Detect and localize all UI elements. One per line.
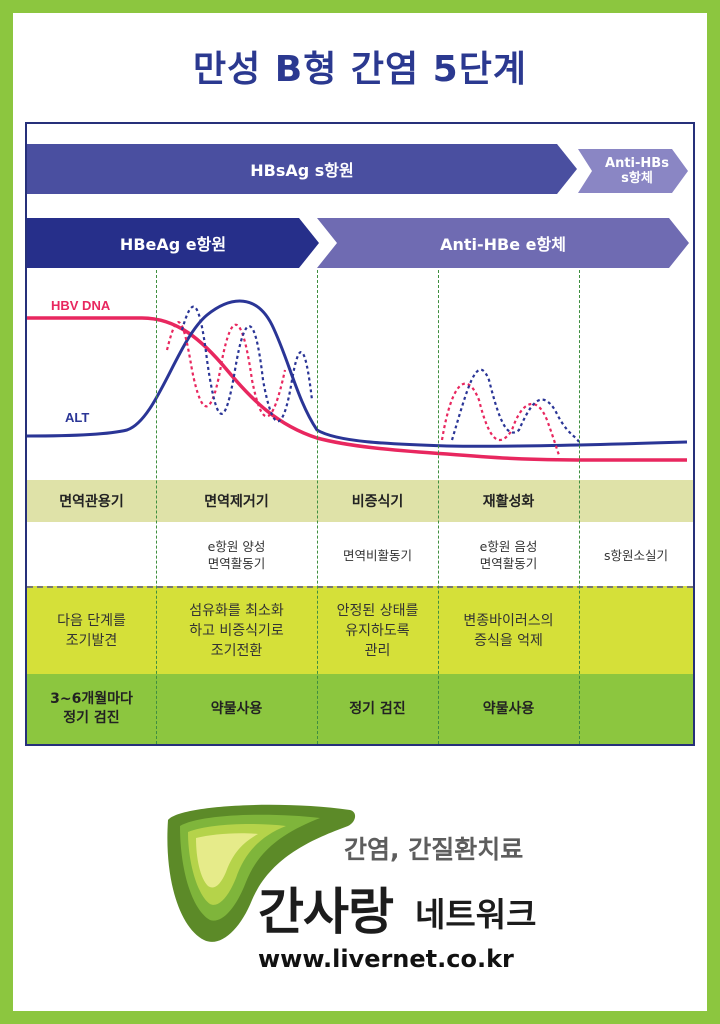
alt-flare-2 xyxy=(450,368,580,443)
description-2: e항원 양성 면역활동기 xyxy=(207,539,266,571)
description-row: e항원 양성 면역활동기 면역비활동기 e항원 음성 면역활동기 s항원소실기 xyxy=(27,526,693,584)
stage-divider xyxy=(317,270,318,744)
anti-hbe-label: Anti-HBe e항체 xyxy=(440,235,566,254)
stage-divider xyxy=(579,270,580,744)
hbv-dna-flare-2 xyxy=(440,382,561,456)
diagram-panel: HBsAg s항원 Anti-HBs s항체 HBeAg e항원 Anti-HBe… xyxy=(25,122,695,746)
brand-suffix: 네트워크 xyxy=(415,895,537,934)
stage-2: 면역제거기 xyxy=(204,494,269,510)
goal-4: 변종바이러스의 증식을 억제 xyxy=(463,613,554,649)
hbv-alt-chart: HBV DNA ALT xyxy=(27,298,688,462)
goal-1: 다음 단계를 조기발견 xyxy=(57,613,126,649)
page-title: 만성 B형 간염 5단계 xyxy=(193,49,527,90)
stage-divider xyxy=(438,270,439,744)
description-1 xyxy=(27,526,156,584)
hbsag-bar: HBsAg s항원 xyxy=(27,144,577,194)
brand-name: 간사랑 xyxy=(258,883,394,941)
alt-series-label: ALT xyxy=(65,410,89,425)
hbeag-label: HBeAg e항원 xyxy=(119,235,227,254)
website-link[interactable]: www.livernet.co.kr xyxy=(258,945,514,973)
action-1: 3~6개월마다 정기 검진 xyxy=(50,691,133,726)
liver-logo-icon xyxy=(160,800,360,954)
stage-5 xyxy=(579,480,693,522)
hbv-dna-line xyxy=(27,316,687,462)
goal-row: 다음 단계를 조기발견 섬유화를 최소화 하고 비증식기로 조기전환 안정된 상태를 유… xyxy=(27,586,693,676)
anti-hbs-bar: Anti-HBs s항체 xyxy=(578,149,688,193)
stage-4: 재활성화 xyxy=(482,494,535,510)
alt-flare-1 xyxy=(180,305,314,423)
stage-row: 면역관용기 면역제거기 비증식기 재활성화 xyxy=(27,480,693,522)
anti-hbs-label: Anti-HBs s항체 xyxy=(605,156,669,186)
alt-line xyxy=(27,299,688,448)
action-3: 정기 검진 xyxy=(349,700,406,717)
description-4: e항원 음성 면역활동기 xyxy=(479,539,538,571)
description-3: 면역비활동기 xyxy=(342,547,412,563)
goal-2: 섬유화를 최소화 하고 비증식기로 조기전환 xyxy=(189,603,284,659)
action-5 xyxy=(579,674,693,744)
stage-1: 면역관용기 xyxy=(59,494,124,510)
hbeag-bar: HBeAg e항원 xyxy=(27,218,319,268)
footer-tagline: 간염, 간질환치료 xyxy=(344,835,524,864)
stage-3: 비증식기 xyxy=(351,494,404,510)
hbsag-label: HBsAg s항원 xyxy=(250,161,354,180)
action-row: 3~6개월마다 정기 검진 약물사용 정기 검진 약물사용 xyxy=(27,674,693,744)
action-2: 약물사용 xyxy=(210,700,263,717)
stage-divider xyxy=(156,270,157,744)
description-5: s항원소실기 xyxy=(603,547,668,563)
goal-3: 안정된 상태를 유지하도록 관리 xyxy=(336,603,419,659)
anti-hbe-bar: Anti-HBe e항체 xyxy=(317,218,689,268)
hbv-dna-series-label: HBV DNA xyxy=(51,298,111,313)
goal-5 xyxy=(579,588,693,674)
action-4: 약물사용 xyxy=(482,700,535,717)
